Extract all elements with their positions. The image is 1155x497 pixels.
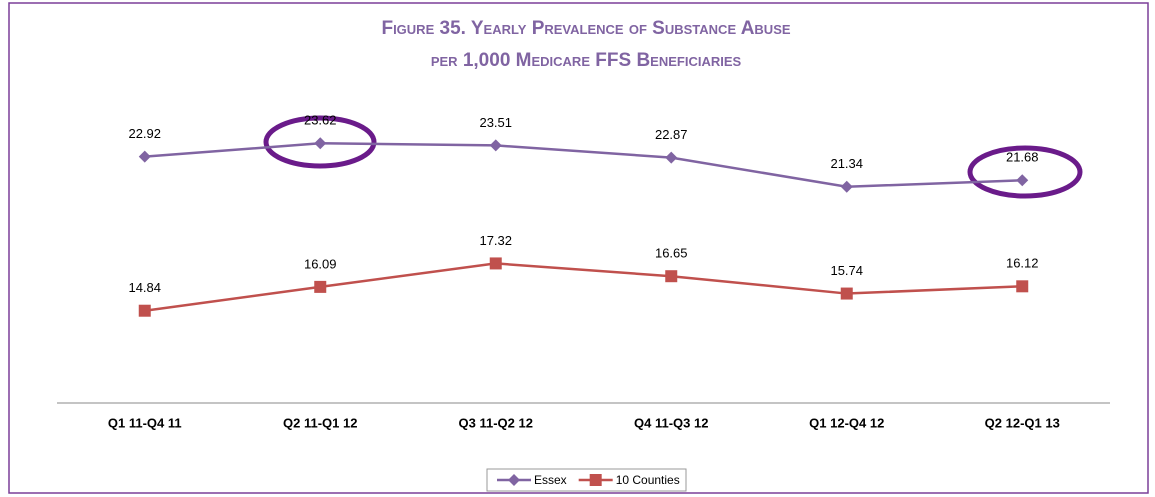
chart-title: Figure 35. Yearly Prevalence of Substanc… xyxy=(381,18,790,39)
data-point xyxy=(314,280,327,293)
data-point xyxy=(840,287,853,300)
x-tick-label: Q4 11-Q3 12 xyxy=(634,415,708,430)
data-label: 17.32 xyxy=(479,233,512,248)
data-point xyxy=(1016,280,1029,293)
data-label: 16.12 xyxy=(1006,256,1039,271)
data-point xyxy=(489,139,502,152)
chart-subtitle: per 1,000 Medicare FFS Beneficiaries xyxy=(431,50,742,71)
chart-frame xyxy=(8,2,1149,494)
data-label: 22.87 xyxy=(655,127,688,142)
data-label: 16.65 xyxy=(655,246,688,261)
highlight-circle xyxy=(263,115,377,169)
data-label: 23.62 xyxy=(304,113,337,128)
data-label: 14.84 xyxy=(128,280,161,295)
x-tick-label: Q2 12-Q1 13 xyxy=(985,415,1060,430)
legend-label: Essex xyxy=(534,473,567,487)
legend-swatch-marker xyxy=(589,474,602,486)
x-tick-label: Q1 11-Q4 11 xyxy=(108,415,182,430)
x-tick-label: Q1 12-Q4 12 xyxy=(809,415,884,430)
data-label: 15.74 xyxy=(830,263,863,278)
x-tick-label: Q2 11-Q1 12 xyxy=(283,415,357,430)
data-point xyxy=(489,257,502,270)
data-label: 21.68 xyxy=(1006,150,1039,165)
data-point xyxy=(314,137,327,150)
x-tick-label: Q3 11-Q2 12 xyxy=(459,415,533,430)
series-line xyxy=(144,142,1023,189)
data-point xyxy=(665,270,678,283)
series-line xyxy=(144,262,1023,312)
data-point xyxy=(840,180,853,193)
highlight-circle xyxy=(967,145,1083,199)
data-label: 21.34 xyxy=(830,156,863,171)
data-point xyxy=(665,151,678,164)
data-point xyxy=(138,150,151,163)
data-point xyxy=(138,304,151,317)
legend-label: 10 Counties xyxy=(616,473,680,487)
data-label: 16.09 xyxy=(304,256,337,271)
data-label: 23.51 xyxy=(479,115,512,130)
data-label: 22.92 xyxy=(128,126,161,141)
legend-swatch-marker xyxy=(508,474,520,486)
data-point xyxy=(1016,174,1029,187)
